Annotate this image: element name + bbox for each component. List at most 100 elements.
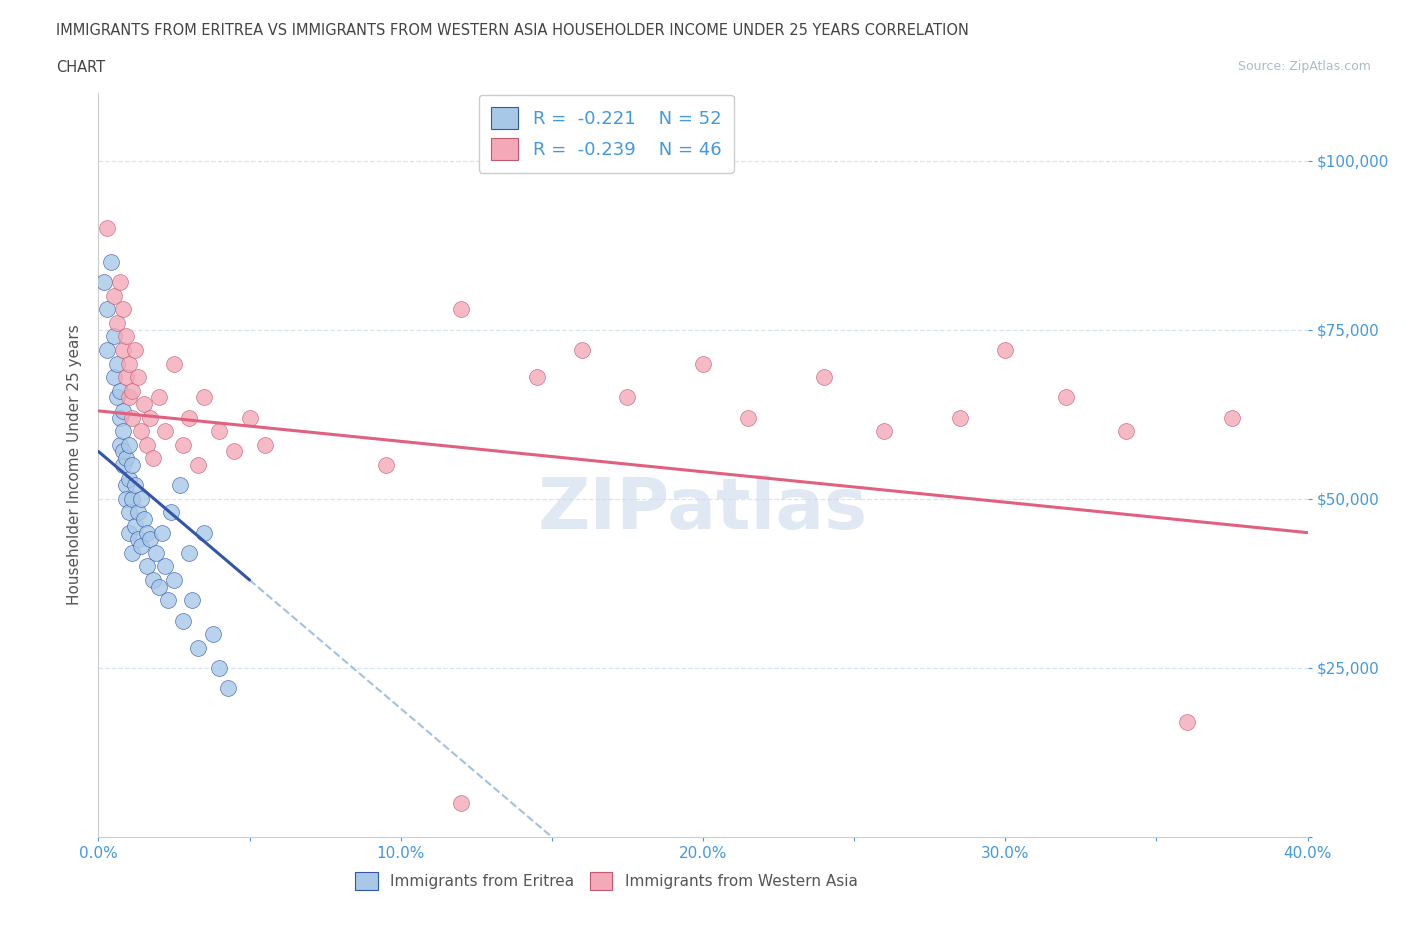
Point [118, 390, 141, 405]
Point [239, 410, 262, 425]
Text: Source: ZipAtlas.com: Source: ZipAtlas.com [1237, 60, 1371, 73]
Point [108, 410, 131, 425]
Point [127, 369, 149, 384]
Point [208, 660, 231, 675]
Point [156, 592, 179, 607]
Point [129, 491, 152, 506]
Point [121, 491, 143, 506]
Point [105, 315, 128, 330]
Point [108, 437, 131, 452]
Point [142, 573, 165, 588]
Point [224, 444, 246, 458]
Point [202, 627, 225, 642]
Point [135, 437, 157, 452]
Point [118, 356, 141, 371]
Point [526, 369, 548, 384]
Point [813, 369, 835, 384]
Point [145, 546, 167, 561]
Point [96, 220, 118, 235]
Point [163, 573, 186, 588]
Point [177, 546, 201, 561]
Point [111, 302, 134, 317]
Point [135, 559, 157, 574]
Point [111, 444, 134, 458]
Point [949, 410, 972, 425]
Point [1054, 390, 1077, 405]
Point [153, 559, 176, 574]
Point [450, 796, 472, 811]
Point [105, 390, 128, 405]
Point [172, 613, 194, 628]
Point [135, 525, 157, 540]
Point [169, 478, 191, 493]
Point [124, 478, 146, 493]
Point [139, 410, 162, 425]
Point [114, 329, 136, 344]
Point [118, 437, 141, 452]
Point [105, 356, 128, 371]
Point [118, 472, 141, 486]
Point [121, 546, 143, 561]
Point [193, 390, 215, 405]
Text: CHART: CHART [56, 60, 105, 75]
Point [114, 478, 136, 493]
Point [114, 369, 136, 384]
Point [114, 451, 136, 466]
Point [132, 397, 155, 412]
Point [139, 532, 162, 547]
Point [121, 383, 143, 398]
Point [217, 681, 239, 696]
Point [118, 505, 141, 520]
Point [1175, 714, 1198, 729]
Point [160, 505, 183, 520]
Point [994, 342, 1017, 357]
Point [124, 518, 146, 533]
Point [148, 579, 170, 594]
Point [181, 592, 204, 607]
Point [571, 342, 593, 357]
Point [96, 342, 118, 357]
Point [121, 410, 143, 425]
Point [374, 458, 396, 472]
Point [103, 369, 125, 384]
Point [114, 491, 136, 506]
Point [111, 404, 134, 418]
Text: IMMIGRANTS FROM ERITREA VS IMMIGRANTS FROM WESTERN ASIA HOUSEHOLDER INCOME UNDER: IMMIGRANTS FROM ERITREA VS IMMIGRANTS FR… [56, 23, 969, 38]
Point [253, 437, 276, 452]
Point [208, 424, 231, 439]
Point [187, 458, 209, 472]
Point [1220, 410, 1243, 425]
Point [93, 275, 115, 290]
Point [121, 458, 143, 472]
Point [103, 288, 125, 303]
Point [111, 458, 134, 472]
Point [111, 342, 134, 357]
Point [127, 532, 149, 547]
Point [616, 390, 638, 405]
Point [148, 390, 170, 405]
Point [172, 437, 194, 452]
Point [873, 424, 896, 439]
Point [153, 424, 176, 439]
Point [124, 342, 146, 357]
Point [111, 424, 134, 439]
Point [1115, 424, 1137, 439]
Point [108, 383, 131, 398]
Point [129, 538, 152, 553]
Point [118, 525, 141, 540]
Point [142, 451, 165, 466]
Point [450, 302, 472, 317]
Point [177, 410, 201, 425]
Point [127, 505, 149, 520]
Point [150, 525, 173, 540]
Text: ZIPatlas: ZIPatlas [538, 475, 868, 544]
Point [96, 302, 118, 317]
Y-axis label: Householder Income Under 25 years: Householder Income Under 25 years [66, 325, 82, 605]
Point [187, 640, 209, 655]
Legend: Immigrants from Eritrea, Immigrants from Western Asia: Immigrants from Eritrea, Immigrants from… [349, 866, 863, 897]
Point [163, 356, 186, 371]
Point [103, 329, 125, 344]
Point [129, 424, 152, 439]
Point [692, 356, 714, 371]
Point [737, 410, 759, 425]
